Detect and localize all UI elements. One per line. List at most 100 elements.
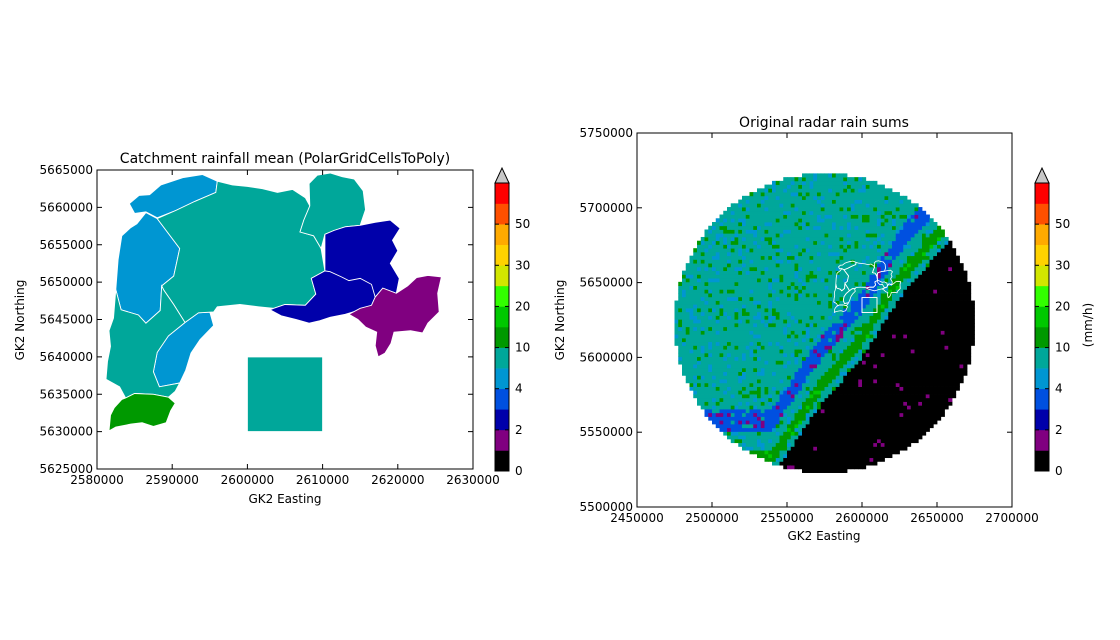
radar-cell <box>775 420 780 425</box>
radar-cell <box>828 300 833 305</box>
radar-cell <box>753 382 758 387</box>
radar-cell <box>734 322 739 328</box>
radar-cell <box>854 438 859 444</box>
radar-cell <box>880 360 885 365</box>
radar-cell <box>772 289 777 294</box>
radar-cell <box>794 270 799 275</box>
radar-cell <box>813 248 818 253</box>
radar-cell <box>907 304 912 309</box>
radar-cell <box>895 341 900 346</box>
radar-cell <box>790 229 795 234</box>
radar-cell <box>708 409 713 414</box>
radar-cell <box>745 390 750 395</box>
radar-cell <box>779 416 784 421</box>
radar-cell <box>880 367 885 373</box>
radar-cell <box>809 195 814 200</box>
radar-cell <box>764 360 769 365</box>
radar-cell <box>929 225 934 230</box>
radar-cell <box>858 431 863 436</box>
radar-cell <box>952 390 957 395</box>
radar-cell <box>760 289 765 294</box>
radar-cell <box>719 364 724 369</box>
radar-cell <box>892 222 897 227</box>
radar-cell <box>768 438 773 444</box>
radar-cell <box>892 334 897 339</box>
radar-cell <box>895 382 900 387</box>
radar-cell <box>678 308 683 313</box>
radar-cell <box>742 300 747 305</box>
radar-cell <box>940 405 945 410</box>
radar-cell <box>794 266 799 272</box>
radar-cell <box>948 240 953 245</box>
radar-cell <box>805 465 810 470</box>
radar-cell <box>775 453 780 459</box>
radar-cell <box>903 345 908 350</box>
radar-cell <box>772 446 777 451</box>
radar-cell <box>850 345 855 350</box>
radar-cell <box>922 337 927 343</box>
radar-cell <box>757 281 762 286</box>
radar-cell <box>888 285 893 290</box>
radar-cell <box>790 199 795 204</box>
radar-cell <box>817 457 822 462</box>
radar-cell <box>835 371 840 376</box>
radar-cell <box>764 334 769 339</box>
radar-cell <box>899 322 904 328</box>
radar-cell <box>768 248 773 253</box>
radar-cell <box>753 311 758 316</box>
radar-cell <box>892 315 897 320</box>
radar-cell <box>738 375 743 380</box>
radar-cell <box>783 266 788 272</box>
radar-cell <box>775 207 780 212</box>
radar-cell <box>933 397 938 402</box>
radar-cell <box>944 304 949 309</box>
radar-cell <box>805 371 810 376</box>
radar-cell <box>727 214 732 219</box>
radar-cell <box>738 210 743 215</box>
radar-cell <box>918 263 923 268</box>
radar-cell <box>764 412 769 417</box>
radar-cell <box>760 397 765 402</box>
radar-cell <box>813 457 818 462</box>
radar-cell <box>820 367 825 373</box>
radar-cell <box>854 461 859 466</box>
radar-cell <box>820 379 825 384</box>
radar-cell <box>877 266 882 272</box>
radar-cell <box>742 360 747 365</box>
radar-cell <box>757 360 762 365</box>
radar-cell <box>918 285 923 290</box>
radar-cell <box>918 236 923 242</box>
radar-cell <box>843 311 848 316</box>
radar-cell <box>730 207 735 212</box>
radar-cell <box>772 364 777 369</box>
radar-cell <box>775 401 780 406</box>
radar-cell <box>745 293 750 298</box>
radar-cell <box>734 330 739 335</box>
radar-cell <box>794 341 799 346</box>
radar-cell <box>899 229 904 234</box>
radar-cell <box>914 274 919 279</box>
radar-cell <box>745 334 750 339</box>
radar-cell <box>798 352 803 358</box>
radar-cell <box>813 397 818 402</box>
radar-cell <box>700 285 705 290</box>
radar-cell <box>865 296 870 301</box>
radar-cell <box>910 293 915 298</box>
radar-cell <box>858 293 863 298</box>
colorbar-segment <box>495 450 509 472</box>
radar-cell <box>925 326 930 331</box>
radar-cell <box>933 341 938 346</box>
radar-cell <box>719 293 724 298</box>
radar-cell <box>899 420 904 425</box>
radar-cell <box>764 293 769 298</box>
radar-cell <box>772 255 777 260</box>
radar-cell <box>742 199 747 204</box>
radar-cell <box>929 412 934 417</box>
radar-cell <box>678 319 683 324</box>
radar-cell <box>854 311 859 316</box>
radar-cell <box>787 401 792 406</box>
radar-cell <box>775 345 780 350</box>
radar-cell <box>854 225 859 230</box>
radar-cell <box>944 311 949 316</box>
radar-cell <box>712 330 717 335</box>
